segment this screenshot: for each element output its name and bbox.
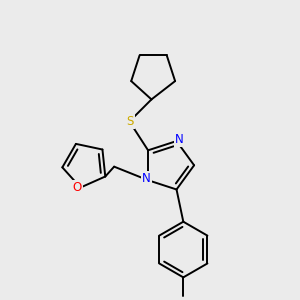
Text: S: S [126,115,134,128]
Text: N: N [142,172,151,185]
Text: N: N [175,133,184,146]
Text: O: O [73,181,82,194]
